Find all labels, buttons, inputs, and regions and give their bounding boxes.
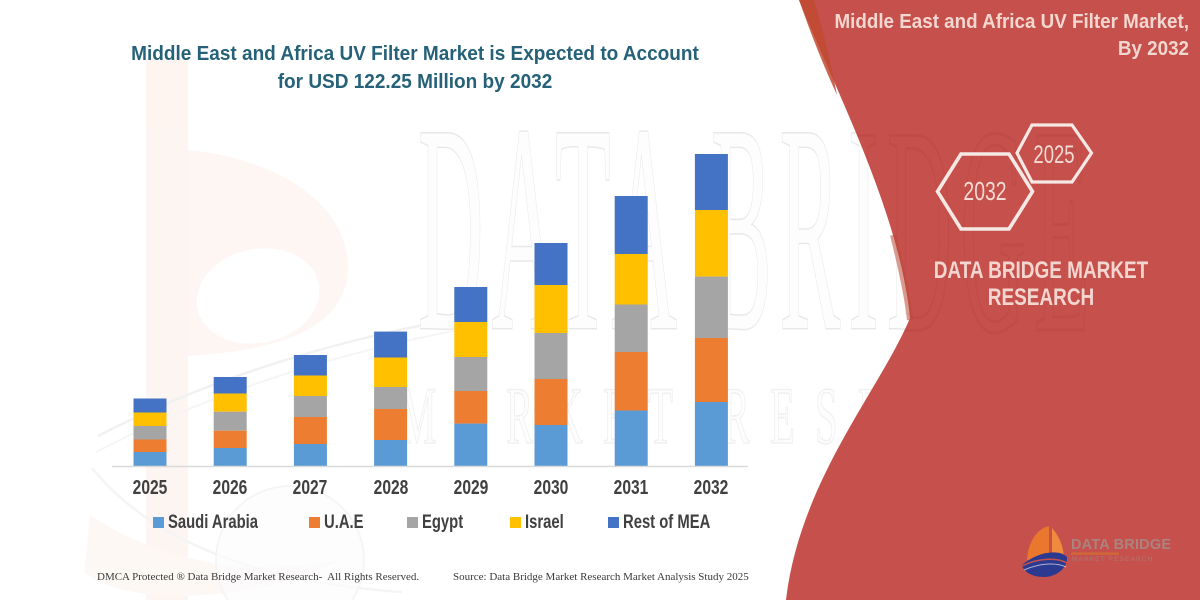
- svg-text:MARKET RESEARCH: MARKET RESEARCH: [1072, 556, 1153, 563]
- svg-text:DATA BRIDGE: DATA BRIDGE: [1071, 537, 1171, 553]
